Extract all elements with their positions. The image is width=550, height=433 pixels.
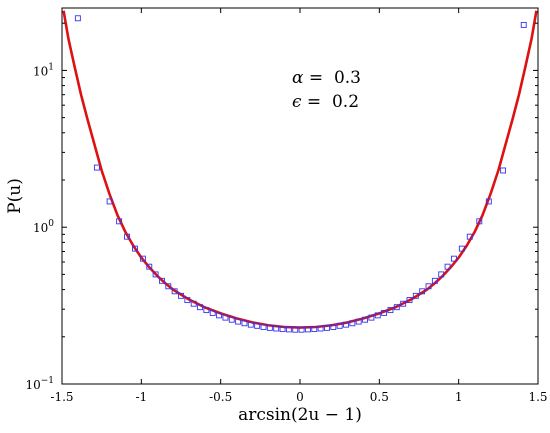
data-point-marker <box>374 312 381 319</box>
x-axis-label: arcsin(2u − 1) <box>238 405 362 425</box>
data-point-marker <box>304 326 311 333</box>
data-point-marker <box>387 307 394 314</box>
y-tick-label: 100 <box>33 219 54 235</box>
data-point-marker <box>349 320 356 327</box>
data-point-marker <box>317 325 324 332</box>
data-point-marker <box>178 292 184 299</box>
data-point-marker <box>139 255 146 262</box>
data-point-marker <box>152 271 159 278</box>
data-point-marker <box>466 233 473 240</box>
data-point-marker <box>336 322 343 329</box>
data-point-marker <box>74 15 81 22</box>
data-point-marker <box>273 325 280 332</box>
x-tick-label: -0.5 <box>209 390 232 404</box>
data-point-marker <box>260 324 267 330</box>
data-point-marker <box>106 198 113 205</box>
annotation-epsilon: ϵ = 0.2 <box>292 92 359 112</box>
data-point-marker <box>266 324 273 331</box>
x-axis-ticks: -1.5 -1 -0.5 0 0.5 1 1.5 <box>50 8 548 404</box>
data-point-marker <box>330 324 337 330</box>
annotation-alpha-symbol: α <box>292 68 304 88</box>
x-tick-label: -1.5 <box>50 390 73 404</box>
annotation-epsilon-value: = 0.2 <box>302 92 360 112</box>
x-tick-label: -1 <box>135 390 147 404</box>
data-point-marker <box>197 304 203 311</box>
y-tick-label: 10−1 <box>25 376 54 392</box>
data-point-marker <box>355 318 362 325</box>
data-point-marker <box>412 292 419 299</box>
data-point-marker <box>485 198 492 205</box>
y-tick-label: 101 <box>33 62 54 78</box>
data-point-marker <box>324 324 330 331</box>
x-tick-label: 0.5 <box>370 390 389 404</box>
data-point-marker <box>241 320 248 327</box>
data-point-marker <box>124 233 131 240</box>
data-point-marker <box>159 277 165 284</box>
plot-frame <box>61 7 539 385</box>
data-point-marker <box>146 263 153 270</box>
data-point-marker <box>400 300 407 307</box>
annotation-epsilon-symbol: ϵ <box>292 92 302 112</box>
data-point-marker <box>209 309 216 316</box>
data-point-marker <box>93 164 100 171</box>
data-point-marker <box>419 288 426 295</box>
data-point-marker <box>393 304 400 311</box>
data-point-marker <box>235 318 242 325</box>
data-point-marker <box>450 255 457 262</box>
data-point-marker <box>425 283 432 290</box>
data-point-marker <box>406 297 413 304</box>
annotation-alpha-value: = 0.3 <box>303 68 361 88</box>
data-point-marker <box>254 322 261 329</box>
data-point-marker <box>298 326 305 333</box>
data-point-marker <box>216 312 223 319</box>
data-point-marker <box>132 245 138 252</box>
data-point-marker <box>279 326 286 333</box>
x-tick-label: 1 <box>455 390 463 404</box>
fit-curve-line <box>62 10 538 329</box>
data-point-marker <box>520 21 527 28</box>
y-axis-ticks: 10−1 100 101 <box>25 22 538 392</box>
data-point-marker <box>203 307 210 314</box>
data-point-marker <box>184 297 191 304</box>
data-point-marker <box>368 314 375 321</box>
annotation-alpha: α = 0.3 <box>292 68 361 88</box>
data-point-marker <box>458 245 465 252</box>
data-point-marker <box>438 271 445 278</box>
data-point-marker <box>222 314 229 321</box>
data-point-marker <box>190 300 197 307</box>
data-point-marker <box>476 218 483 225</box>
data-point-marker <box>431 277 438 284</box>
data-point-marker <box>116 218 123 225</box>
data-point-marker <box>343 321 349 328</box>
data-point-marker <box>311 326 318 333</box>
data-point-marker <box>171 288 178 295</box>
data-point-marker <box>285 326 292 333</box>
x-tick-label: 1.5 <box>528 390 547 404</box>
data-point-marker <box>228 316 235 323</box>
data-point-marker <box>247 321 254 328</box>
data-point-marker <box>444 263 451 270</box>
data-point-marker <box>165 283 172 290</box>
plot-area <box>62 10 538 333</box>
data-point-marker <box>292 326 299 333</box>
data-point-marker <box>500 167 507 174</box>
data-point-marker <box>381 309 388 316</box>
x-tick-label: 0 <box>296 390 304 404</box>
data-point-marker <box>362 316 368 323</box>
y-axis-label: P(u) <box>5 178 25 214</box>
